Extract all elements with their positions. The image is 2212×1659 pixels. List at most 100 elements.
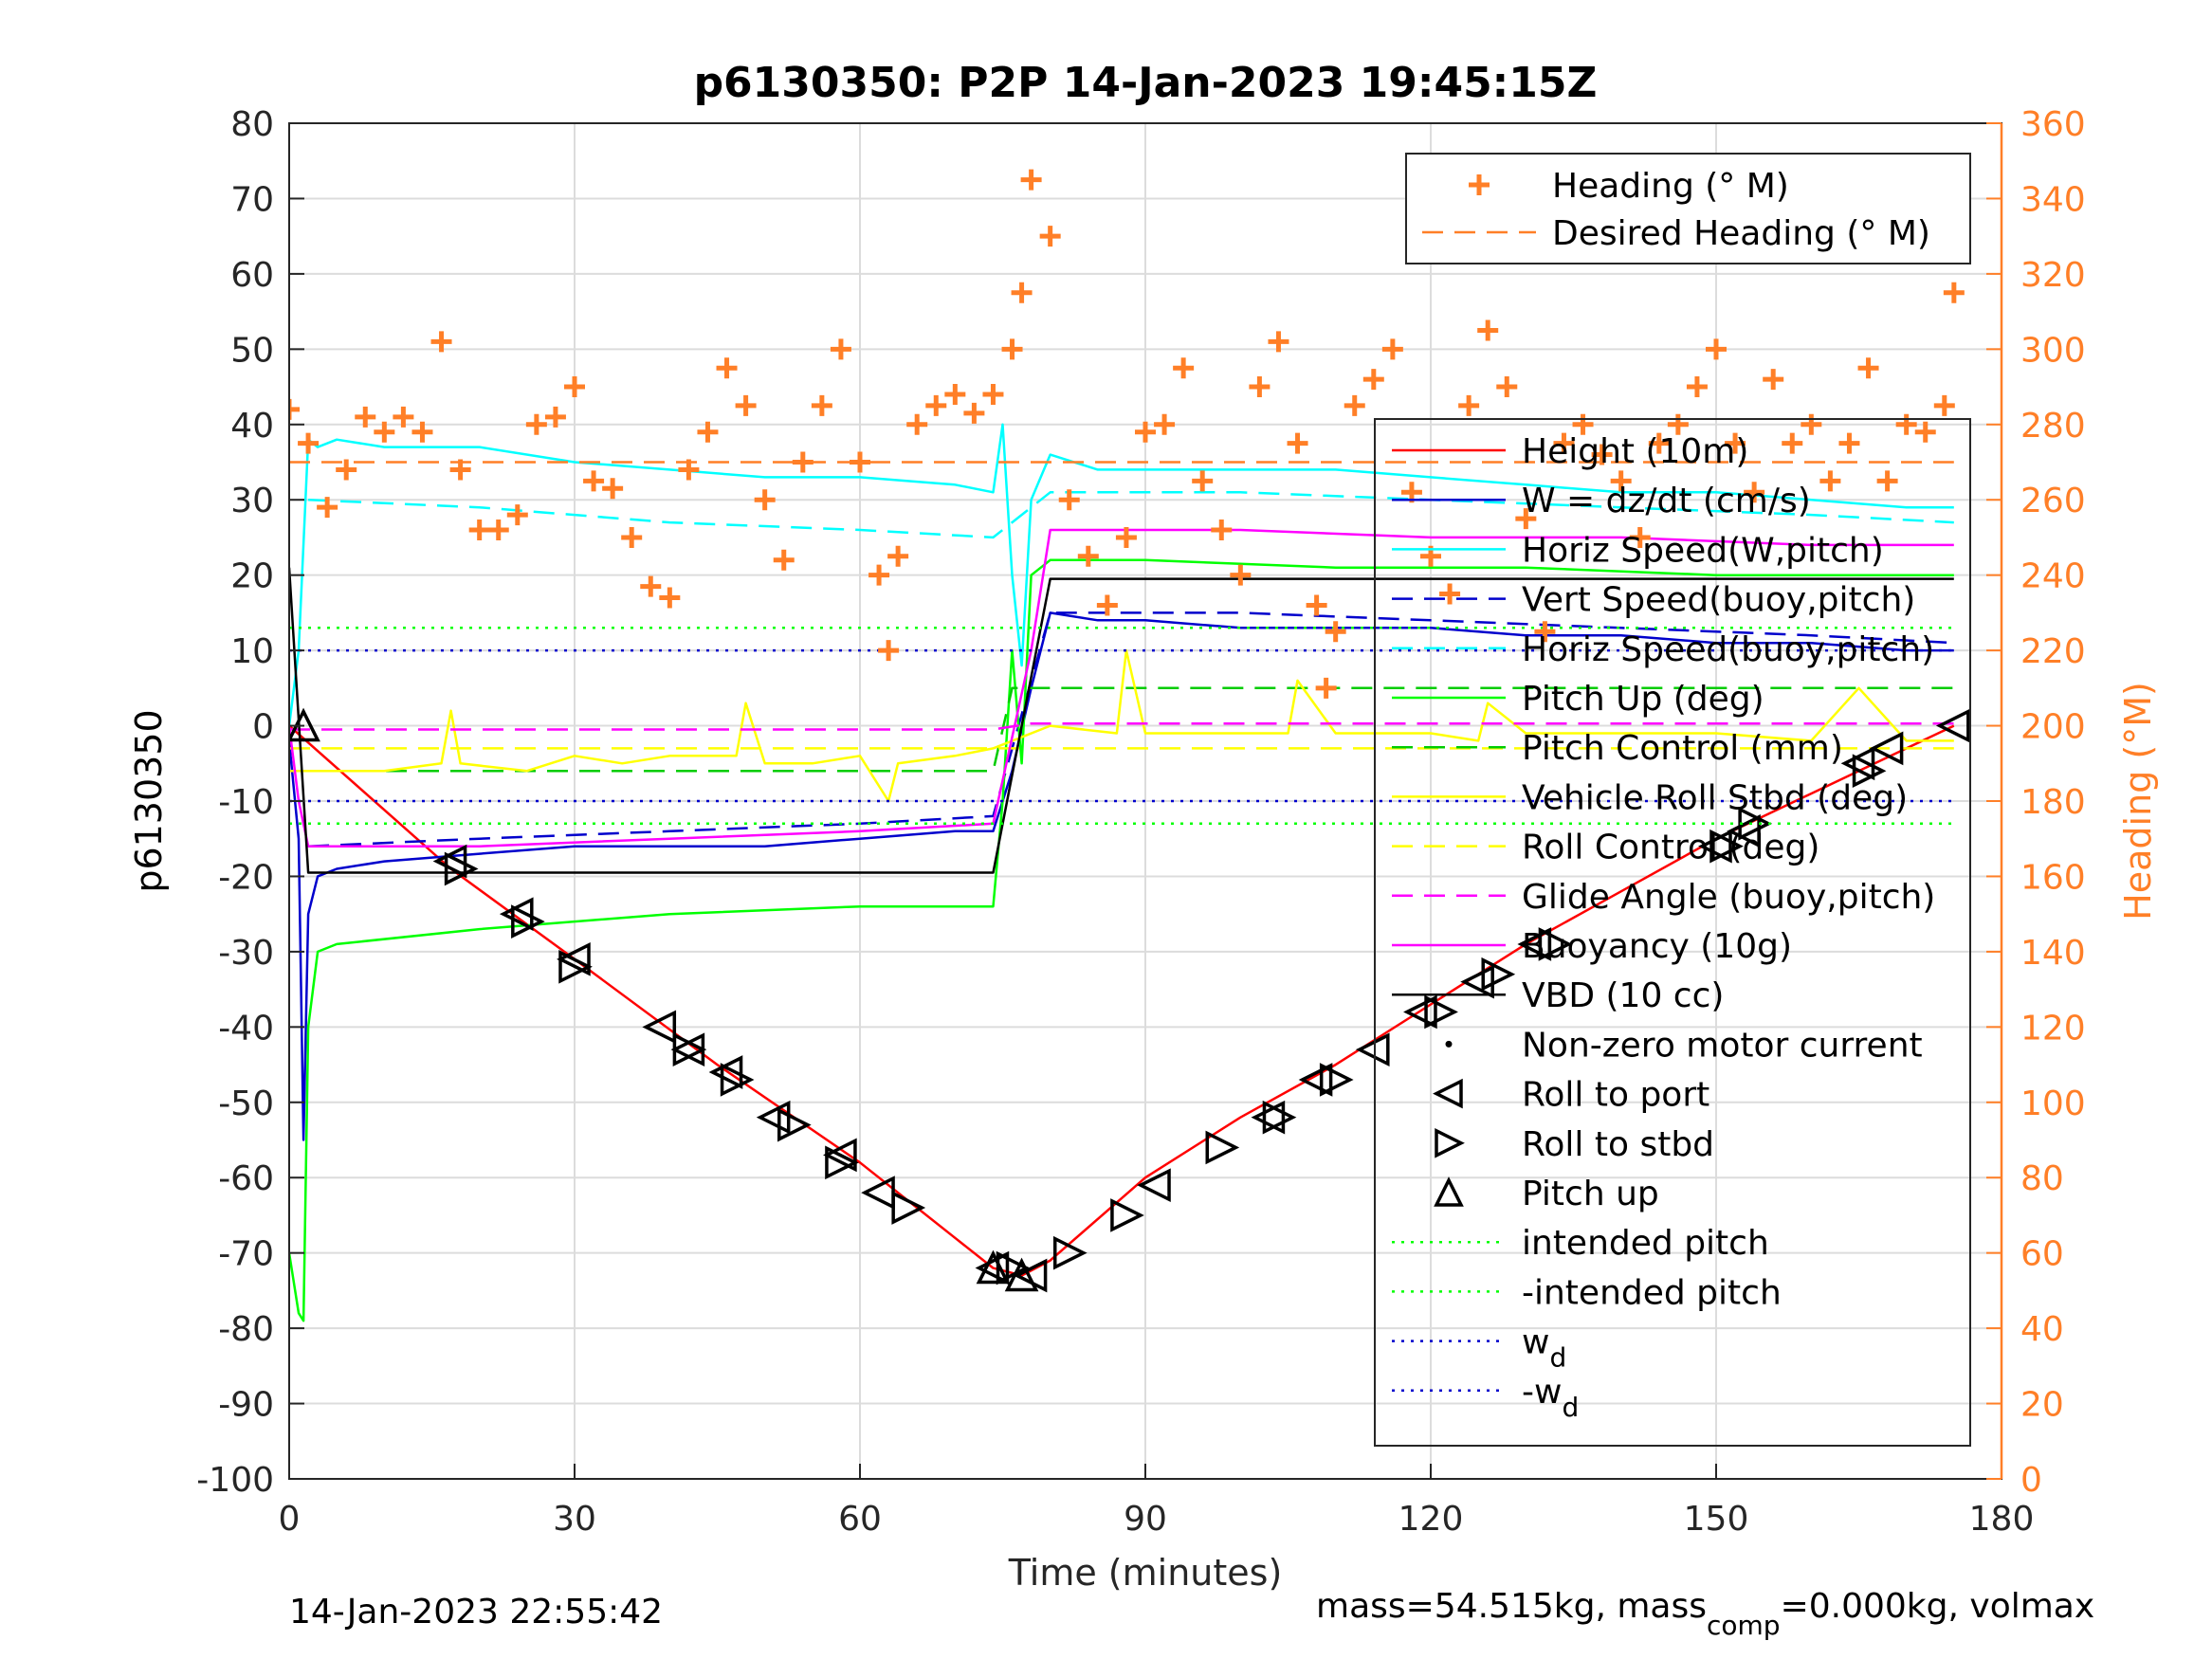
series-point: [1344, 394, 1365, 416]
series-point: [1287, 432, 1308, 454]
series-point: [1869, 731, 1904, 766]
series-point: [1154, 413, 1176, 435]
series-roll-to-stbd: [444, 754, 1887, 1285]
series-point: [393, 406, 414, 428]
y2-tick-label: 300: [2020, 331, 2086, 370]
y-tick-label: 30: [230, 482, 274, 520]
series-point: [564, 376, 585, 398]
series-point: [1534, 621, 1556, 643]
footer-mass-pre: mass=54.515kg, mass: [1316, 1587, 1707, 1626]
chart-title: p6130350: P2P 14-Jan-2023 19:45:15Z: [694, 59, 1598, 107]
series-point: [1610, 470, 1632, 492]
series-point: [777, 1107, 812, 1142]
legend-label: Horiz Speed(buoy,pitch): [1522, 630, 1934, 669]
y2-tick-label: 220: [2020, 632, 2086, 671]
series-point: [1137, 1168, 1171, 1202]
series-point: [1725, 432, 1746, 454]
legend-entry-vert-speed-buoy-pitch: Vert Speed(buoy,pitch): [1392, 581, 1915, 620]
y-tick-label: -70: [218, 1235, 274, 1274]
legend-entry-non-zero-motor-current: Non-zero motor current: [1445, 1026, 1923, 1065]
y-axis-ticks: -100-90-80-70-60-50-40-30-20-10010203040…: [196, 105, 304, 1500]
series-point: [1077, 545, 1099, 567]
y-tick-label: -30: [218, 934, 274, 973]
legend-label: -wd: [1522, 1373, 1579, 1423]
series-point: [317, 497, 338, 519]
series-point: [976, 1249, 1011, 1285]
series-vert-speed-buoy-pitch: [308, 611, 1954, 848]
series-point: [925, 394, 947, 416]
y2-tick-label: 180: [2020, 783, 2086, 822]
series-point: [1935, 708, 1970, 743]
y-tick-label: -40: [218, 1009, 274, 1048]
series-point: [1709, 829, 1744, 864]
series-point: [1110, 1198, 1144, 1232]
series-point: [659, 587, 681, 609]
legend-label: Height (10m): [1522, 432, 1748, 471]
legend-entry-heading-m: Heading (° M): [1469, 167, 1789, 206]
series-point: [1895, 413, 1917, 435]
legend-label: Roll to stbd: [1522, 1125, 1714, 1164]
series-point: [1744, 482, 1765, 503]
series-point: [525, 413, 547, 435]
y2-tick-label: 100: [2020, 1085, 2086, 1123]
series-point: [1192, 470, 1214, 492]
footer-mass-sub: comp: [1707, 1610, 1781, 1641]
x-tick-label: 90: [1124, 1500, 1167, 1539]
series-vehicle-roll-stbd-deg: [289, 648, 1954, 803]
series-point: [773, 549, 795, 571]
series-point: [1852, 754, 1887, 789]
legend-label: Buoyancy (10g): [1522, 927, 1792, 966]
series-point: [1538, 927, 1573, 961]
series-point: [868, 564, 890, 586]
legend-entry-pitch-up: Pitch up: [1434, 1175, 1659, 1213]
series-line: [289, 686, 1954, 773]
legend-entry-glide-angle-buoy-pitch: Glide Angle (buoy,pitch): [1392, 878, 1935, 917]
y2-tick-label: 200: [2020, 708, 2086, 747]
legend-heading: Heading (° M) Desired Heading (° M): [1405, 153, 1971, 264]
y2-tick-label: 340: [2020, 180, 2086, 219]
series-point: [996, 1250, 1031, 1285]
series-point: [1727, 813, 1761, 848]
series-point: [1629, 526, 1651, 548]
series-point: [906, 413, 928, 435]
legend-entry-intended-pitch: intended pitch: [1392, 1224, 1769, 1263]
y-tick-label: 70: [230, 180, 274, 219]
legend-entry-buoyancy-10g: Buoyancy (10g): [1392, 927, 1792, 966]
legend-entry-vehicle-roll-stbd-deg: Vehicle Roll Stbd (deg): [1392, 778, 1908, 817]
series-point: [708, 1055, 743, 1089]
legend-label: Horiz Speed(W,pitch): [1522, 531, 1884, 570]
y-tick-label: 10: [230, 632, 274, 671]
series-point: [298, 432, 320, 454]
y2-axis-ticks: 0 20 40 60 80 100 120 140 160 180 200 220 240 260 280 3…: [1986, 105, 2086, 1500]
series-point: [289, 398, 300, 420]
legend-swatch: [1433, 1078, 1463, 1109]
y-tick-label: 20: [230, 557, 274, 596]
legend-entry-horiz-speed-w-pitch: Horiz Speed(W,pitch): [1392, 531, 1884, 570]
series-point: [825, 1145, 859, 1180]
x-tick-label: 60: [838, 1500, 882, 1539]
y-tick-label: -100: [196, 1461, 274, 1500]
x-tick-label: 180: [1969, 1500, 2035, 1539]
series-point: [1211, 520, 1233, 540]
series-point: [1458, 394, 1480, 416]
legend-label: Heading (° M): [1552, 167, 1789, 206]
series-point: [1319, 1063, 1354, 1097]
series-point: [1943, 282, 1965, 303]
legend-entry-pitch-control-mm: Pitch Control (mm): [1392, 729, 1843, 768]
series-point: [850, 451, 870, 473]
series-point: [1763, 369, 1784, 391]
legend-label: VBD (10 cc): [1522, 976, 1724, 1015]
series-point: [1325, 621, 1346, 643]
legend-label: Vehicle Roll Stbd (deg): [1522, 778, 1908, 817]
y-tick-label: -50: [218, 1085, 274, 1123]
y2-tick-label: 120: [2020, 1009, 2086, 1048]
series-point: [1355, 1032, 1390, 1066]
series-point: [487, 520, 509, 540]
x-axis-ticks: 0 30 60 90 120 150 180: [279, 1464, 2035, 1539]
y-tick-label: -20: [218, 858, 274, 897]
y2-tick-label: 60: [2020, 1235, 2064, 1274]
x-tick-label: 120: [1398, 1500, 1464, 1539]
series-point: [1648, 432, 1670, 454]
y2-axis-label: Heading (°M): [2117, 682, 2159, 921]
series-point: [1517, 927, 1552, 961]
